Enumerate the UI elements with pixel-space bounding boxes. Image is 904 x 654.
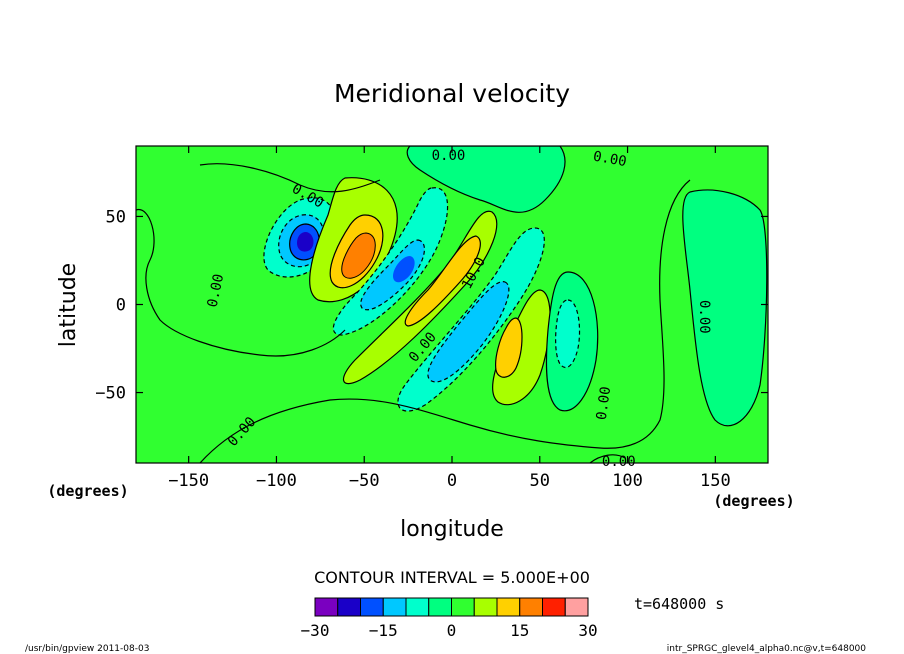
contour-label: 0.00 [594, 385, 615, 421]
x-tick-label: −100 [256, 471, 297, 491]
colorbar-swatch [337, 597, 361, 617]
colorbar [314, 597, 589, 617]
x-unit-label-right: (degrees) [713, 492, 794, 510]
colorbar-swatch [360, 597, 384, 617]
y-tick-label: 50 [106, 207, 126, 227]
colorbar-ticks: −30 −15 0 15 30 [301, 621, 598, 640]
colorbar-tick-label: 15 [510, 621, 529, 640]
x-axis-ticks: −150 −100 −50 0 50 100 150 [168, 146, 731, 491]
y-tick-label: −50 [95, 384, 126, 404]
zero-contours [136, 163, 691, 463]
colorbar-swatch [314, 597, 339, 617]
cell-20 [406, 146, 566, 213]
x-tick-label: 100 [612, 471, 643, 491]
x-tick-label: −150 [168, 471, 209, 491]
x-axis-label: longitude [400, 517, 504, 542]
zero-contour-south [199, 179, 691, 463]
x-unit-label-left: (degrees) [47, 482, 128, 500]
contour-label: 0.00 [205, 272, 228, 308]
x-tick-label: 50 [530, 471, 550, 491]
contour-fields [263, 146, 768, 427]
contour-interval-label: CONTOUR INTERVAL = 5.000E+00 [314, 568, 590, 587]
cell-12 [404, 235, 481, 327]
colorbar-tick-label: −30 [301, 621, 330, 640]
y-axis-label: latitude [56, 263, 81, 347]
cell-4 [297, 232, 314, 252]
y-tick-label: 0 [116, 296, 126, 316]
zero-contour-north [199, 163, 381, 193]
y-axis-ticks: −50 0 50 [95, 207, 768, 404]
colorbar-swatch [473, 597, 498, 617]
x-tick-label: −50 [349, 471, 380, 491]
footer-right: intr_SPRGC_glevel4_alpha0.nc@v,t=648000 [667, 644, 867, 654]
colorbar-swatch [451, 597, 475, 617]
colorbar-swatch [564, 597, 589, 617]
cell-16 [495, 317, 523, 378]
cell-7 [341, 232, 376, 279]
chart-title: Meridional velocity [334, 79, 570, 108]
cell-19 [682, 189, 768, 427]
colorbar-swatch [405, 597, 430, 617]
cell-14 [427, 281, 510, 383]
colorbar-tick-label: 0 [447, 621, 457, 640]
contour-label: 0.00 [592, 149, 628, 171]
x-tick-label: 0 [447, 471, 457, 491]
colorbar-swatch [542, 597, 566, 617]
plot-background [136, 146, 768, 463]
colorbar-swatch [382, 597, 407, 617]
colorbar-swatch [519, 597, 543, 617]
zero-contour-west [136, 209, 346, 357]
contour-label: 0.00 [432, 148, 466, 164]
cell-18 [555, 299, 581, 369]
footer-left: /usr/bin/gpview 2011-08-03 [25, 644, 149, 654]
contour-label: 0.00 [696, 300, 712, 334]
cell-10 [393, 256, 415, 283]
colorbar-tick-label: −15 [369, 621, 398, 640]
colorbar-swatch [496, 597, 521, 617]
x-tick-label: 150 [700, 471, 731, 491]
time-label: t=648000 s [634, 595, 724, 613]
colorbar-swatch [428, 597, 452, 617]
colorbar-tick-label: 30 [578, 621, 597, 640]
contour-label: 0.00 [602, 454, 636, 470]
zero-contour-east [589, 454, 626, 463]
